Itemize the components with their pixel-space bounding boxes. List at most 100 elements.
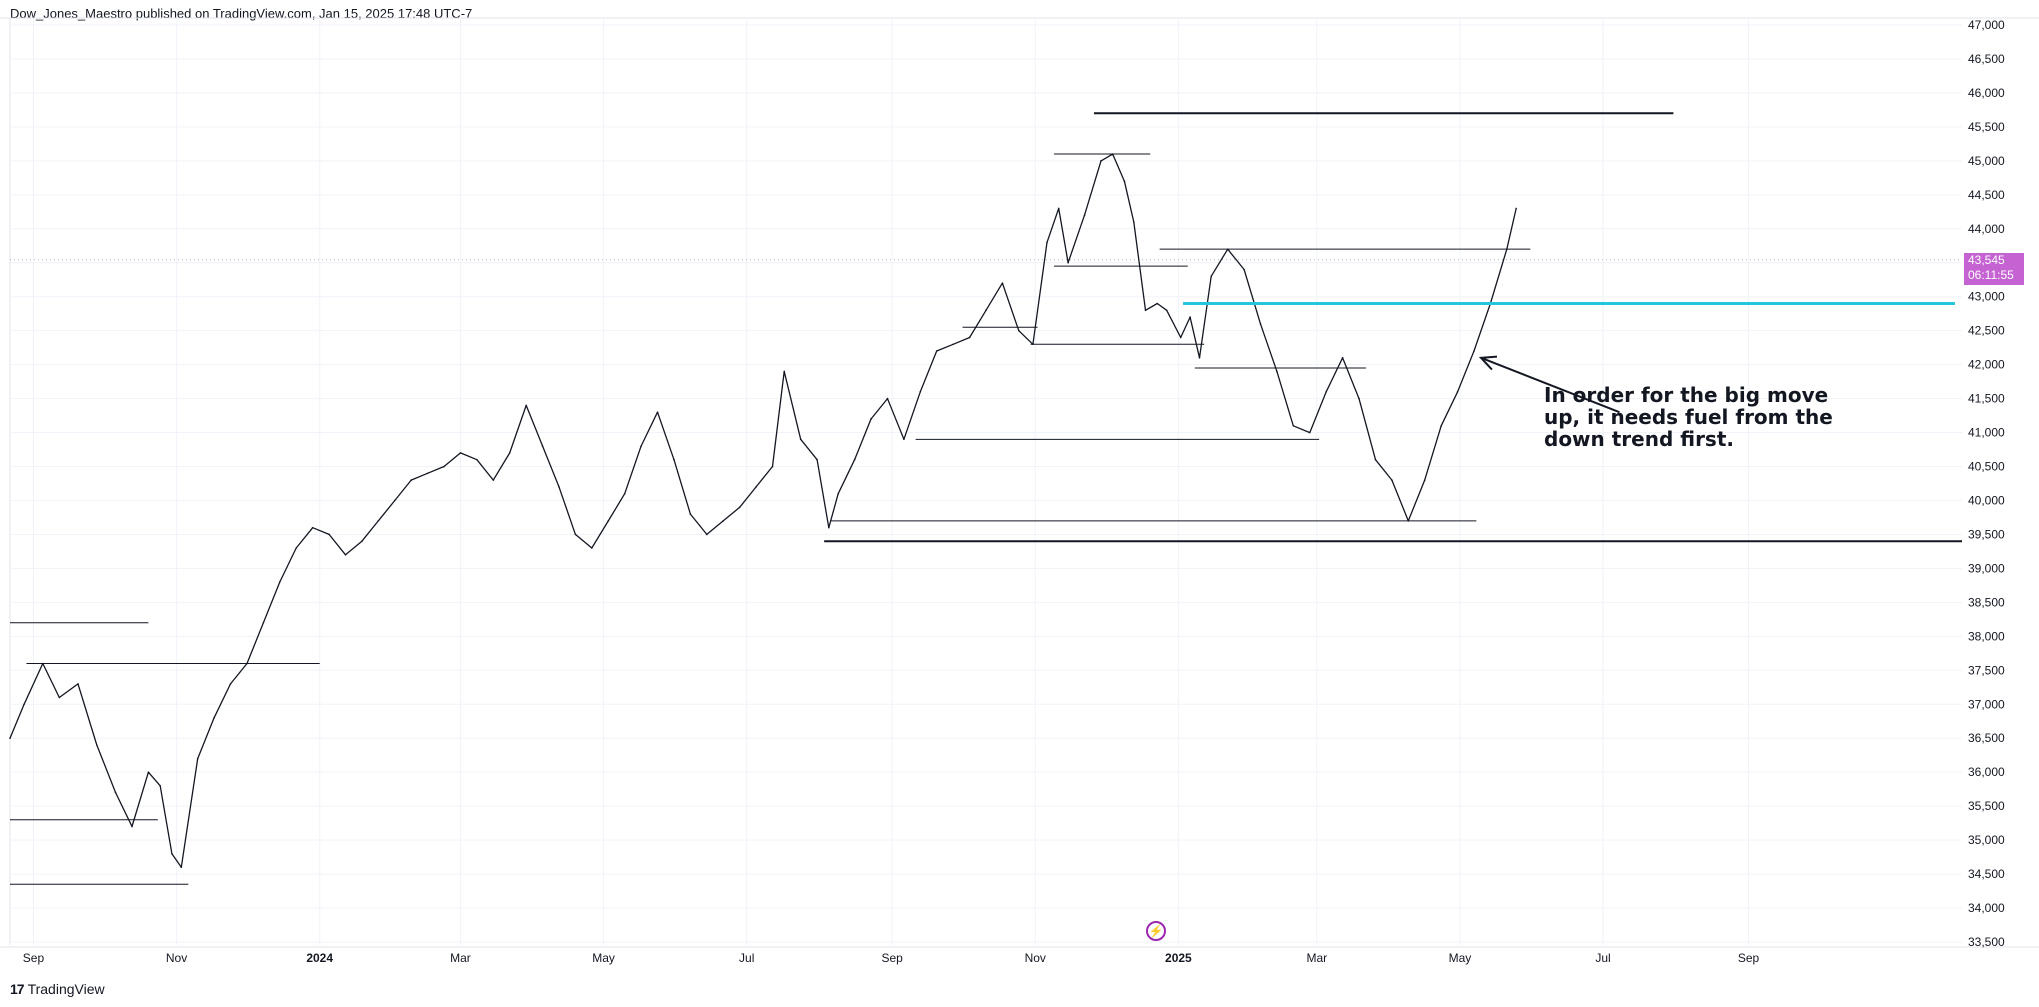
price-point <box>755 486 757 488</box>
arrow-head <box>1478 355 1498 371</box>
annotation-arrow <box>1478 355 1620 414</box>
price-point <box>131 825 133 828</box>
price-point <box>1133 221 1135 223</box>
price-point <box>1391 479 1393 481</box>
price-point <box>393 499 396 502</box>
price-point <box>180 866 183 869</box>
y-tick-label: 37,000 <box>1968 697 2005 711</box>
y-tick-label: 35,000 <box>1968 833 2005 847</box>
price-point <box>1067 261 1069 264</box>
price-point <box>476 458 478 461</box>
publisher-header: Dow_Jones_Maestro published on TradingVi… <box>10 6 473 21</box>
y-tick-label: 41,000 <box>1968 426 2005 440</box>
price-point <box>558 486 560 488</box>
price-point <box>492 479 495 481</box>
price-point <box>147 771 150 773</box>
x-tick-label: Jul <box>739 951 754 965</box>
price-point <box>673 458 675 461</box>
x-axis[interactable]: Sep Nov 2024 Mar May Jul Sep Nov 2025 Mar May Jul Se… <box>23 951 1760 965</box>
price-point <box>738 506 741 509</box>
x-tick-label: May <box>1449 951 1472 965</box>
price-series <box>9 153 1518 869</box>
price-point <box>58 696 61 699</box>
price-point <box>968 336 971 339</box>
x-tick-label: Mar <box>450 951 471 965</box>
price-point <box>1100 160 1102 162</box>
price-point <box>1515 207 1518 210</box>
price-series-line <box>9 153 1517 868</box>
y-axis[interactable]: 33,500 34,000 34,500 35,000 35,500 36,000 36,5… <box>1968 18 2005 949</box>
lightning-icon[interactable]: ⚡ <box>1146 921 1166 941</box>
price-point <box>1179 336 1182 339</box>
footer-brand: 17 TradingView <box>10 981 105 997</box>
price-point <box>1144 309 1147 312</box>
price-point <box>213 717 215 719</box>
price-point <box>1276 370 1278 373</box>
price-point <box>410 479 412 481</box>
price-point <box>508 452 511 454</box>
y-tick-label: 38,000 <box>1968 629 2005 643</box>
price-point <box>311 526 314 529</box>
price-point <box>279 581 281 583</box>
price-point <box>1243 268 1245 271</box>
price-point <box>1198 357 1201 359</box>
price-point <box>783 370 786 373</box>
y-tick-label: 36,000 <box>1968 765 2005 779</box>
price-point <box>9 737 11 740</box>
y-tick-label: 45,000 <box>1968 154 2005 168</box>
y-tick-label: 47,000 <box>1968 18 2005 32</box>
price-point <box>919 391 922 393</box>
y-tick-label: 40,500 <box>1968 460 2005 474</box>
price-point <box>903 438 905 441</box>
grid <box>0 17 2039 948</box>
price-point <box>1358 397 1360 400</box>
price-point <box>1473 350 1475 352</box>
y-tick-label: 45,500 <box>1968 120 2005 134</box>
price-point <box>607 520 610 522</box>
y-tick-label: 43,000 <box>1968 290 2005 304</box>
arrow-shaft <box>1480 356 1620 414</box>
y-tick-label: 44,500 <box>1968 188 2005 202</box>
x-tick-label: 2025 <box>1165 951 1192 965</box>
y-tick-label: 40,000 <box>1968 493 2005 507</box>
y-tick-label: 39,500 <box>1968 527 2005 541</box>
price-point <box>1189 316 1191 318</box>
y-tick-label: 44,000 <box>1968 222 2005 236</box>
y-tick-label: 35,500 <box>1968 799 2005 813</box>
footer-brand-label: TradingView <box>27 981 105 997</box>
price-point <box>1259 323 1262 325</box>
y-tick-label: 37,500 <box>1968 663 2005 677</box>
y-tick-label: 38,500 <box>1968 595 2005 609</box>
x-tick-label: Nov <box>1025 951 1046 965</box>
price-point <box>541 445 544 447</box>
price-point <box>1341 357 1344 359</box>
y-tick-label: 33,500 <box>1968 935 2005 949</box>
y-tick-label: 39,000 <box>1968 561 2005 575</box>
price-point <box>1001 282 1004 284</box>
price-point <box>574 533 577 536</box>
price-point <box>828 526 830 529</box>
y-tick-label: 41,500 <box>1968 392 2005 406</box>
y-tick-label: 42,000 <box>1968 358 2005 372</box>
price-point <box>1210 275 1213 278</box>
price-point <box>1123 180 1126 183</box>
price-point <box>295 547 298 549</box>
price-point <box>985 309 987 312</box>
y-tick-label: 36,500 <box>1968 731 2005 745</box>
price-point <box>623 492 626 495</box>
annotation-text: In order for the big move up, it needs f… <box>1544 383 1833 451</box>
price-point <box>1057 207 1060 210</box>
x-tick-label: Sep <box>881 951 903 965</box>
y-tick-label: 46,500 <box>1968 52 2005 66</box>
price-point <box>229 683 232 685</box>
horizontal-levels <box>10 112 1962 885</box>
price-point <box>591 547 593 549</box>
price-point <box>196 757 199 760</box>
y-tick-label: 42,500 <box>1968 324 2005 338</box>
price-point <box>1156 302 1159 305</box>
price-point <box>1308 431 1311 434</box>
current-price-badge: 43,545 06:11:55 <box>1964 253 2024 285</box>
price-point <box>426 472 429 475</box>
x-tick-label: Sep <box>1738 951 1760 965</box>
